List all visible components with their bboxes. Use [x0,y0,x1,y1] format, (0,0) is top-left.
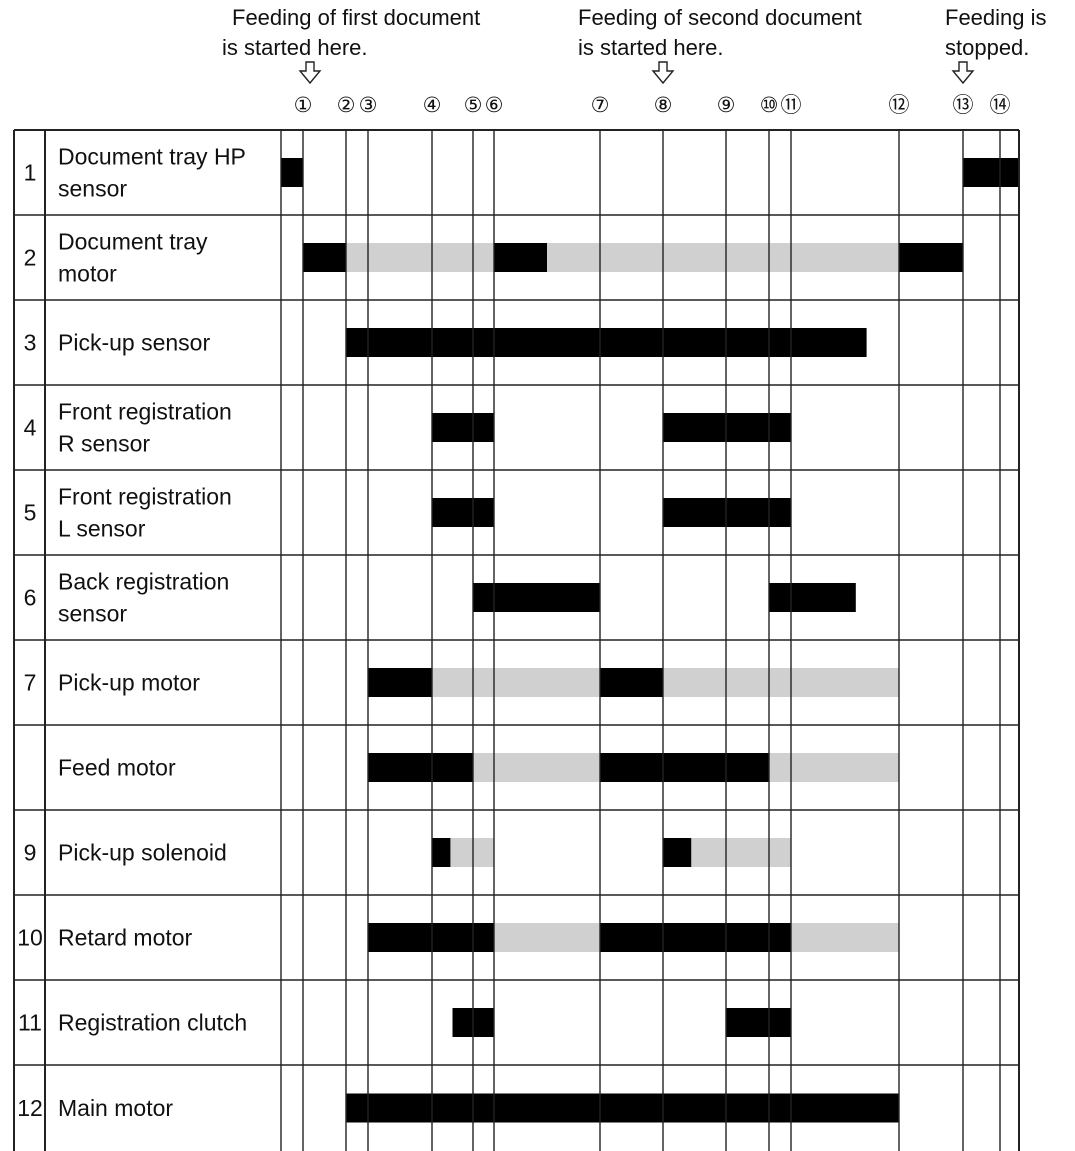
signal-bar-on [899,243,963,272]
timing-point-11: ⑪ [781,93,802,117]
timing-point-13: ⑬ [953,93,974,117]
signal-bar-on [494,243,547,272]
timing-point-5: ⑤ [464,93,483,117]
signal-label: R sensor [58,431,150,457]
signal-bar-on [663,413,791,442]
row-number: 5 [24,500,37,526]
timing-point-4: ④ [423,93,442,117]
signal-label: Front registration [58,484,232,510]
timing-point-3: ③ [359,93,378,117]
signal-label: Feed motor [58,755,176,781]
signal-bar-hold [663,668,899,697]
signal-label: Main motor [58,1095,173,1121]
signal-bar-on [303,243,346,272]
timing-point-6: ⑥ [485,93,504,117]
signal-bar-on [432,498,494,527]
row-number: 6 [24,585,37,611]
signal-label: Document tray [58,229,208,255]
signal-label: sensor [58,176,127,202]
signal-bar-on [346,328,867,357]
signal-bar-on [281,158,303,187]
signal-label: Back registration [58,569,229,595]
signal-label: Pick-up motor [58,670,200,696]
signal-bar-on [346,1093,899,1123]
timing-point-9: ⑨ [717,93,736,117]
timing-point-10: ⑩ [760,93,779,117]
signal-label: motor [58,261,117,287]
timing-point-8: ⑧ [654,93,673,117]
note-first-document-line1: Feeding of first document [232,5,480,30]
signal-bar-on [600,753,769,782]
note-first-document-line2: is started here. [222,35,368,60]
signal-bar-hold [769,753,899,782]
signal-bar-hold [432,668,600,697]
signal-label: Registration clutch [58,1010,247,1036]
timing-point-12: ⑫ [889,93,910,117]
signal-bar-on [368,753,473,782]
signal-bar-hold [547,243,899,272]
header-notes: Feeding of first document is started her… [222,5,1047,60]
row-number: 10 [17,925,43,951]
signal-bar-hold [691,838,791,867]
second-document-start-arrow-icon [651,61,675,85]
signal-bar-on [663,498,791,527]
timing-point-1: ① [294,93,313,117]
note-stopped-line2: stopped. [945,35,1029,60]
signal-bar-on [432,838,451,867]
signal-label: L sensor [58,516,146,542]
signal-bar-on [963,158,1019,187]
row-number: 2 [24,245,37,271]
feeding-stop-arrow-icon [951,61,975,85]
start-stop-arrows [298,61,975,85]
timing-point-2: ② [337,93,356,117]
note-second-document-line2: is started here. [578,35,724,60]
first-document-start-arrow-icon [298,61,322,85]
signal-bar-hold [346,243,494,272]
row-number: 9 [24,840,37,866]
note-stopped-line1: Feeding is [945,5,1047,30]
row-number: 11 [18,1010,42,1036]
signal-bar-on [663,838,692,867]
signal-bar-on [769,583,856,612]
row-number: 4 [24,415,37,441]
signal-table: 1 Document tray HP sensor 2 Document tray mot… [13,129,1020,1151]
signal-label: Front registration [58,399,232,425]
signal-bar-hold [450,838,494,867]
timing-point-14: ⑭ [990,93,1011,117]
note-second-document-line1: Feeding of second document [578,5,862,30]
signal-bar-on [473,583,600,612]
row-number: 3 [24,330,37,356]
signal-bar-on [600,923,791,952]
signal-bar-on [368,668,432,697]
timing-point-7: ⑦ [591,93,610,117]
signal-bar-on [432,413,494,442]
signal-label: Retard motor [58,925,193,951]
row-number: 1 [24,160,37,186]
signal-bar-on [726,1008,791,1037]
signal-bar-hold [791,923,899,952]
row-number: 12 [17,1095,43,1121]
signal-bar-hold [494,923,600,952]
signal-label: Pick-up sensor [58,330,210,356]
signal-bar-on [600,668,663,697]
signal-label: Document tray HP [58,144,246,170]
signal-label: sensor [58,601,127,627]
signal-label: Pick-up solenoid [58,840,227,866]
row-number: 7 [24,670,37,696]
signal-bar-hold [473,753,600,782]
signal-bar-on [368,923,494,952]
